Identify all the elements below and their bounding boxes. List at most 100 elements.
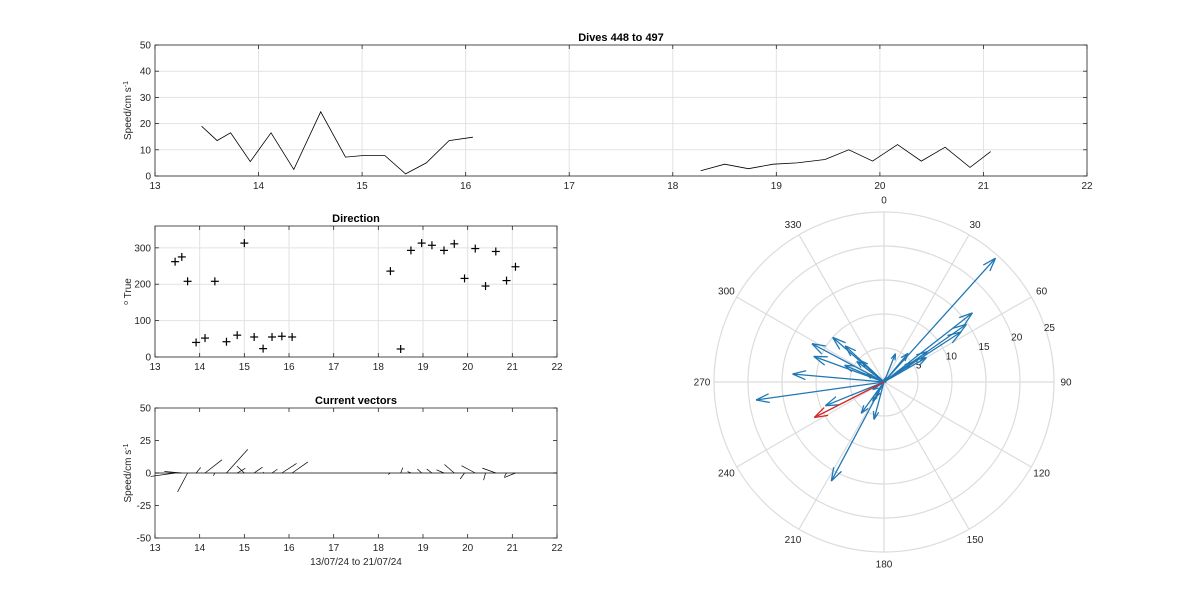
feather-vector — [291, 461, 309, 474]
compass-vector — [792, 370, 885, 383]
compass-vector-shaft — [832, 336, 885, 383]
compass-radius-label: 10 — [946, 351, 958, 362]
speed-title: Dives 448 to 497 — [578, 32, 664, 44]
compass-mean-vector-shaft — [814, 381, 885, 419]
speed-ytick-label: 30 — [140, 93, 152, 104]
compass-vector — [883, 323, 967, 383]
compass-vector-head — [811, 343, 826, 347]
feather-xtick-label: 19 — [417, 543, 429, 554]
compass-vector — [872, 381, 885, 402]
feather-xtick-label: 16 — [283, 543, 295, 554]
direction-point — [396, 344, 405, 353]
compass-vector-head — [900, 352, 909, 359]
direction-point — [277, 332, 286, 341]
direction-xtick-label: 15 — [239, 362, 251, 373]
compass-angle-label: 150 — [967, 535, 984, 546]
speed-xtick-label: 18 — [667, 181, 679, 192]
feather-vector — [204, 459, 223, 474]
direction-ylabel-sup: o — [123, 301, 130, 305]
direction-point — [502, 276, 511, 285]
direction-point — [491, 247, 500, 256]
compass-vector-head — [825, 404, 840, 407]
feather-vector — [253, 466, 263, 474]
compass-vector-shaft — [883, 312, 973, 383]
direction-point — [460, 274, 469, 283]
feather-ytick-label: 25 — [140, 436, 152, 447]
compass-angle-label: 60 — [1036, 287, 1048, 298]
compass-vector-head — [832, 336, 846, 344]
direction-ytick-label: 0 — [145, 353, 151, 364]
compass-vector — [860, 381, 885, 414]
feather-vector — [504, 472, 507, 477]
compass-vector-head — [952, 323, 967, 329]
compass-vector-shaft — [813, 355, 885, 383]
feather-xlabel: 13/07/24 to 21/07/24 — [310, 557, 402, 568]
compass-angle-label: 240 — [718, 469, 735, 480]
direction-ytick-label: 300 — [134, 243, 151, 254]
compass-angle-label: 180 — [876, 560, 893, 571]
compass-vector-shaft — [860, 381, 885, 414]
compass-vector-head — [813, 355, 826, 366]
direction-xtick-label: 21 — [507, 362, 519, 373]
compass-vector-head — [872, 387, 879, 391]
feather-title: Current vectors — [315, 395, 397, 407]
compass-vector-shaft — [811, 343, 885, 383]
feather-ytick-label: -25 — [137, 501, 152, 512]
feather-ylabel-text: Speed/cm s — [123, 450, 134, 503]
compass-vector-head — [792, 373, 806, 381]
direction-point — [240, 239, 249, 248]
speed-ytick-label: 10 — [140, 145, 152, 156]
feather-ylabel: Speed/cm s-1 — [123, 443, 135, 502]
feather-vector — [388, 472, 391, 475]
compass-vector-head — [824, 396, 837, 407]
feather-ytick-label: 0 — [145, 469, 151, 480]
compass-vector — [811, 343, 885, 383]
compass-vector-shaft — [872, 381, 885, 402]
feather-vector — [281, 463, 297, 474]
direction-point — [471, 244, 480, 253]
compass-vector-shaft — [883, 257, 996, 383]
speed-ytick-label: 0 — [145, 172, 151, 183]
feather-axes: 13 14 15 16 17 18 19 20 21 22 -50 -25 0 25 50 Current v… — [123, 395, 563, 568]
compass-angle-label: 0 — [881, 196, 887, 207]
direction-xtick-label: 20 — [462, 362, 474, 373]
feather-vector — [459, 472, 465, 480]
feather-xtick-label: 15 — [239, 543, 251, 554]
speed-xtick-label: 17 — [564, 181, 576, 192]
compass-vector-head — [755, 399, 770, 404]
compass-spoke — [883, 381, 1032, 468]
feather-xtick-label: 13 — [149, 543, 161, 554]
feather-vector — [271, 468, 278, 474]
compass-vector-head — [860, 407, 869, 414]
feather-vector — [164, 471, 182, 474]
direction-point — [192, 338, 201, 347]
speed-xtick-label: 21 — [978, 181, 990, 192]
direction-xtick-label: 19 — [417, 362, 429, 373]
direction-point — [481, 282, 490, 291]
feather-vector — [213, 472, 216, 477]
speed-ytick-label: 20 — [140, 119, 152, 130]
compass-angle-label: 210 — [785, 535, 802, 546]
direction-point — [250, 332, 259, 341]
feather-ytick-label: -50 — [137, 534, 152, 545]
speed-xtick-label: 19 — [771, 181, 783, 192]
compass-vector-head — [860, 405, 865, 414]
direction-point — [183, 277, 192, 286]
compass-vector-head — [957, 323, 967, 336]
compass-spoke — [883, 381, 970, 530]
compass-radius-label: 5 — [916, 361, 922, 372]
direction-point — [386, 267, 395, 276]
speed-xtick-label: 16 — [460, 181, 472, 192]
direction-xtick-label: 18 — [373, 362, 385, 373]
direction-xtick-label: 14 — [194, 362, 206, 373]
direction-title: Direction — [332, 213, 380, 225]
speed-ylabel-text: Speed/cm s — [123, 87, 134, 140]
speed-xtick-label: 15 — [357, 181, 369, 192]
speed-axes: 13 14 15 16 17 18 19 20 21 22 0 10 20 30 40 50 Dives 448… — [123, 32, 1093, 192]
compass-axes: 0 30 60 90 120 150 180 210 240 270 300 330 5 10 15 20 25 — [694, 196, 1072, 571]
compass-vector-shaft — [792, 373, 885, 383]
speed-xtick-label: 14 — [253, 181, 265, 192]
direction-point — [439, 246, 448, 255]
direction-ytick-label: 100 — [134, 316, 151, 327]
compass-spoke — [736, 296, 885, 383]
